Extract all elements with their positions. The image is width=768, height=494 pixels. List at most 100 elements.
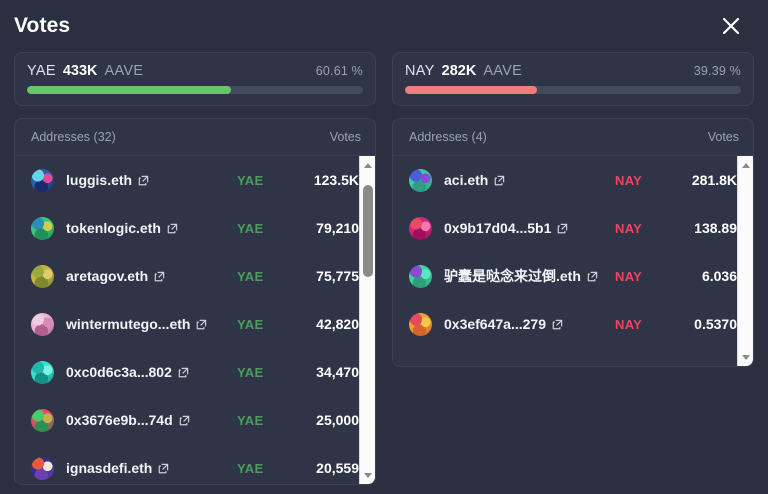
yae-list-header: Addresses (32) Votes (15, 119, 375, 156)
external-link-icon (197, 319, 207, 329)
avatar (409, 168, 432, 192)
address-link[interactable]: 0xc0d6c3a...802 (66, 364, 237, 380)
vote-weight: 138.89 (694, 220, 737, 236)
address-label: wintermutego...eth (66, 316, 191, 332)
table-row[interactable]: 0x9b17d04...5b1 NAY 138.89 (393, 204, 753, 252)
table-row[interactable]: 0x3676e9b...74d YAE 25,000 (15, 396, 375, 444)
address-link[interactable]: 0x9b17d04...5b1 (444, 220, 615, 236)
yae-addresses-label: Addresses (32) (31, 130, 116, 144)
yae-symbol: AAVE (104, 63, 144, 79)
close-icon (722, 17, 740, 35)
yae-amount: 433K (62, 63, 98, 79)
nay-summary-row: NAY 282K AAVE 39.39 % (405, 63, 741, 79)
nay-addresses-label: Addresses (4) (409, 130, 487, 144)
vote-choice-badge: YAE (237, 268, 264, 284)
chevron-down-icon (741, 354, 750, 360)
external-link-icon (167, 223, 178, 233)
table-row[interactable]: aretagov.eth YAE 75,775 (15, 252, 375, 300)
nay-amount: 282K (441, 63, 477, 79)
address-label: 0x3ef647a...279 (444, 316, 546, 332)
yae-panel: YAE 433K AAVE 60.61 % Addresses (32) Vot… (14, 52, 376, 485)
address-link[interactable]: aretagov.eth (66, 268, 237, 284)
yae-summary-row: YAE 433K AAVE 60.61 % (27, 63, 363, 79)
address-link[interactable]: tokenlogic.eth (66, 220, 237, 236)
nay-scroll-down-button[interactable] (738, 350, 754, 364)
external-link-icon (154, 271, 165, 281)
address-link[interactable]: 0x3ef647a...279 (444, 316, 615, 332)
chevron-down-icon (363, 472, 372, 478)
table-row[interactable]: wintermutego...eth YAE 42,820 (15, 300, 375, 348)
address-link[interactable]: luggis.eth (66, 172, 237, 188)
external-link-icon (495, 175, 505, 185)
page-title: Votes (14, 14, 71, 37)
vote-weight: 34,470 (316, 364, 359, 380)
address-label: 0xc0d6c3a...802 (66, 364, 172, 380)
nay-progress-fill (405, 86, 538, 94)
yae-scrollbar[interactable] (359, 156, 375, 484)
table-row[interactable]: 驴蠢是哒念来过倒.eth NAY 6.036 (393, 252, 753, 300)
yae-scroll-down-button[interactable] (360, 468, 376, 482)
vote-weight: 6.036 (701, 268, 737, 284)
address-link[interactable]: 驴蠢是哒念来过倒.eth (444, 266, 615, 286)
yae-scroll-thumb[interactable] (363, 185, 373, 277)
nay-panel: NAY 282K AAVE 39.39 % Addresses (4) Vote… (392, 52, 754, 485)
vote-weight: 42,820 (316, 316, 359, 332)
vote-choice-badge: YAE (237, 460, 264, 476)
table-row[interactable]: 0x3ef647a...279 NAY 0.5370 (393, 300, 753, 348)
address-label: luggis.eth (66, 172, 133, 188)
vote-choice-badge: YAE (237, 172, 264, 188)
vote-choice-badge: YAE (237, 220, 264, 236)
vote-weight: 25,000 (316, 412, 359, 428)
yae-list-body: luggis.eth YAE 123.5K tokenlogic.eth YAE 79,2… (15, 156, 375, 484)
address-label: tokenlogic.eth (66, 220, 161, 236)
address-link[interactable]: aci.eth (444, 172, 615, 188)
address-label: 0x9b17d04...5b1 (444, 220, 552, 236)
vote-weight: 20,559 (316, 460, 359, 476)
panels-container: YAE 433K AAVE 60.61 % Addresses (32) Vot… (8, 52, 760, 485)
address-link[interactable]: 0x3676e9b...74d (66, 412, 237, 428)
vote-weight: 281.8K (691, 172, 737, 188)
yae-summary-left: YAE 433K AAVE (27, 63, 143, 79)
nay-percent: 39.39 % (693, 64, 741, 78)
address-link[interactable]: ignasdefi.eth (66, 460, 237, 476)
external-link-icon (558, 223, 568, 233)
avatar (31, 312, 54, 336)
yae-list-card: Addresses (32) Votes luggis.eth YAE 123.5K… (14, 118, 376, 485)
avatar (31, 216, 54, 240)
vote-choice-badge: NAY (615, 220, 643, 236)
nay-scroll-up-button[interactable] (738, 158, 754, 172)
avatar (409, 216, 432, 240)
modal-header: Votes (8, 0, 760, 52)
close-button[interactable] (714, 9, 748, 43)
avatar (31, 264, 54, 288)
external-link-icon (552, 319, 563, 329)
yae-choice-label: YAE (27, 63, 56, 79)
table-row[interactable]: luggis.eth YAE 123.5K (15, 156, 375, 204)
table-row[interactable]: aci.eth NAY 281.8K (393, 156, 753, 204)
chevron-up-icon (363, 162, 372, 168)
avatar (31, 456, 54, 480)
nay-list-body: aci.eth NAY 281.8K 0x9b17d04...5b1 NAY 138.89… (393, 156, 753, 366)
nay-votes-label: Votes (707, 130, 739, 144)
address-label: ignasdefi.eth (66, 460, 153, 476)
vote-weight: 79,210 (316, 220, 359, 236)
address-label: aci.eth (444, 172, 489, 188)
address-link[interactable]: wintermutego...eth (66, 316, 237, 332)
table-row[interactable]: 0xc0d6c3a...802 YAE 34,470 (15, 348, 375, 396)
vote-choice-badge: YAE (237, 316, 264, 332)
external-link-icon (159, 463, 169, 473)
address-label: 驴蠢是哒念来过倒.eth (444, 268, 581, 284)
yae-summary-card: YAE 433K AAVE 60.61 % (14, 52, 376, 106)
avatar (31, 360, 54, 384)
yae-scroll-up-button[interactable] (360, 158, 376, 172)
vote-weight: 123.5K (313, 172, 359, 188)
yae-progress-track (27, 86, 363, 94)
nay-list-header: Addresses (4) Votes (393, 119, 753, 156)
external-link-icon (587, 271, 598, 281)
nay-scrollbar[interactable] (737, 156, 753, 366)
nay-choice-label: NAY (405, 63, 435, 79)
table-row[interactable]: ignasdefi.eth YAE 20,559 (15, 444, 375, 484)
vote-choice-badge: NAY (615, 268, 643, 284)
table-row[interactable]: tokenlogic.eth YAE 79,210 (15, 204, 375, 252)
